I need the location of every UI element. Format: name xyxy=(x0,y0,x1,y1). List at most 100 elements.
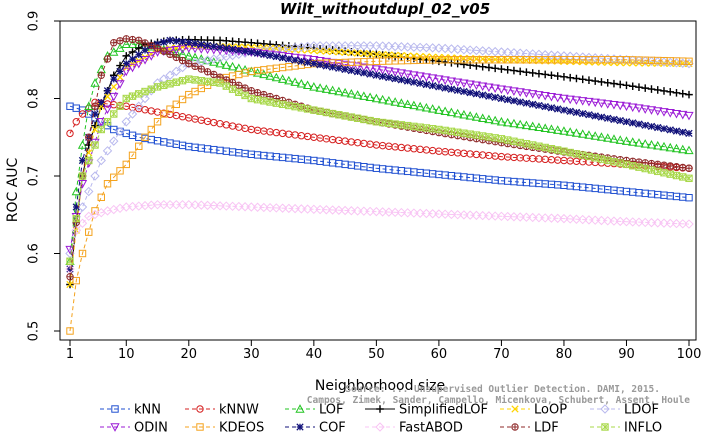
data-point-INFLO xyxy=(228,85,237,93)
data-point-LOF xyxy=(678,144,688,154)
data-point-INFLO xyxy=(116,102,124,110)
data-point-LDOF xyxy=(121,117,131,127)
data-point-COF xyxy=(410,78,418,86)
data-point-FastABOD xyxy=(240,202,250,212)
x-tick-label: 20 xyxy=(181,347,198,362)
data-point-SimplifiedLOF xyxy=(628,82,637,91)
data-point-INFLO xyxy=(166,80,174,88)
legend-label: LDF xyxy=(534,421,559,434)
data-point-FastABOD xyxy=(621,217,632,227)
data-point-FastABOD xyxy=(321,205,332,215)
data-point-LDOF xyxy=(471,45,482,56)
data-point-COF xyxy=(403,77,412,85)
data-point-COF xyxy=(453,86,462,95)
data-point-LoOP xyxy=(485,55,493,63)
data-point-ODIN xyxy=(534,91,544,100)
data-point-FastABOD xyxy=(552,213,563,224)
data-point-LoOP xyxy=(572,57,581,66)
data-point-SimplifiedLOF xyxy=(585,76,593,85)
data-point-ODIN xyxy=(65,245,75,255)
data-point-KDEOS xyxy=(235,70,243,79)
data-point-kNN xyxy=(72,104,80,112)
series-kNN xyxy=(66,102,693,202)
data-point-SimplifiedLOF xyxy=(91,121,99,130)
data-point-FastABOD xyxy=(115,203,125,213)
data-point-LOF xyxy=(528,121,538,131)
data-point-LoOP xyxy=(316,47,324,55)
data-point-COF xyxy=(497,94,506,103)
data-point-LDOF xyxy=(309,41,319,51)
data-point-ODIN xyxy=(646,106,657,115)
data-point-SimplifiedLOF xyxy=(591,77,600,85)
data-point-FastABOD xyxy=(484,211,494,221)
data-point-LoOP xyxy=(347,49,356,57)
data-point-SimplifiedLOF xyxy=(678,89,687,98)
data-point-LOF xyxy=(646,139,657,149)
data-point-INFLO xyxy=(72,214,80,223)
data-point-LOF xyxy=(334,86,344,96)
legend-item-LDOF: LDOF xyxy=(590,403,659,418)
data-point-ODIN xyxy=(434,75,444,84)
data-point-COF xyxy=(247,48,255,56)
data-point-FastABOD xyxy=(265,202,275,213)
data-point-KDEOS xyxy=(116,167,124,175)
data-point-FastABOD xyxy=(534,212,544,223)
data-point-COF xyxy=(416,79,424,88)
data-point-COF xyxy=(466,89,474,97)
data-point-FastABOD xyxy=(515,212,525,222)
data-point-SimplifiedLOF xyxy=(566,73,575,82)
data-point-COF xyxy=(610,115,618,124)
data-point-LOF xyxy=(596,132,607,141)
data-point-FastABOD xyxy=(584,215,594,225)
data-point-LoOP xyxy=(66,280,74,289)
legend-label: LoOP xyxy=(534,403,567,418)
data-point-SimplifiedLOF xyxy=(134,44,143,52)
data-point-LOF xyxy=(590,131,600,140)
data-point-LOF xyxy=(465,111,475,120)
data-point-SimplifiedLOF xyxy=(453,59,462,68)
data-point-SimplifiedLOF xyxy=(547,71,556,80)
data-point-COF xyxy=(197,40,205,49)
data-point-LOF xyxy=(252,68,263,77)
data-point-INFLO xyxy=(66,257,74,265)
legend-label: KDEOS xyxy=(219,421,264,434)
data-point-FastABOD xyxy=(159,199,169,210)
data-point-INFLO xyxy=(135,90,143,98)
data-point-COF xyxy=(347,66,356,75)
data-point-COF xyxy=(428,82,437,90)
data-point-kNNW xyxy=(72,118,80,126)
data-point-LOF xyxy=(615,135,625,144)
data-point-INFLO xyxy=(291,102,299,111)
data-point-COF xyxy=(303,58,312,67)
data-point-FastABOD xyxy=(452,209,463,220)
data-point-LDF xyxy=(235,81,243,90)
data-point-LOF xyxy=(84,101,94,110)
data-point-ODIN xyxy=(553,93,563,103)
data-point-LDOF xyxy=(477,46,488,56)
data-point-COF xyxy=(491,93,499,101)
data-point-LOF xyxy=(321,84,331,93)
data-point-ODIN xyxy=(102,105,113,115)
data-point-LDOF xyxy=(415,42,425,53)
data-point-LDOF xyxy=(84,186,94,197)
data-point-COF xyxy=(479,91,487,99)
data-point-COF xyxy=(322,62,331,70)
data-point-COF xyxy=(228,45,237,53)
data-point-COF xyxy=(635,120,643,128)
x-tick-label: 30 xyxy=(243,347,260,362)
data-point-FastABOD xyxy=(234,201,244,212)
watermark-line-1: Source: ... Unsupervised Outlier Detecti… xyxy=(345,384,660,395)
data-point-FastABOD xyxy=(427,209,438,219)
data-point-LOF xyxy=(628,137,638,146)
data-point-FastABOD xyxy=(196,200,207,210)
legend-item-ODIN: ODIN xyxy=(100,421,168,434)
data-point-KDEOS xyxy=(141,133,149,141)
data-point-LOF xyxy=(327,85,338,95)
data-point-LOF xyxy=(121,39,131,48)
data-point-LOF xyxy=(402,99,413,109)
data-point-LOF xyxy=(384,95,394,105)
legend-label: LOF xyxy=(319,403,344,418)
data-point-COF xyxy=(291,56,299,64)
data-point-LOF xyxy=(459,109,469,119)
data-point-COF xyxy=(435,83,443,91)
